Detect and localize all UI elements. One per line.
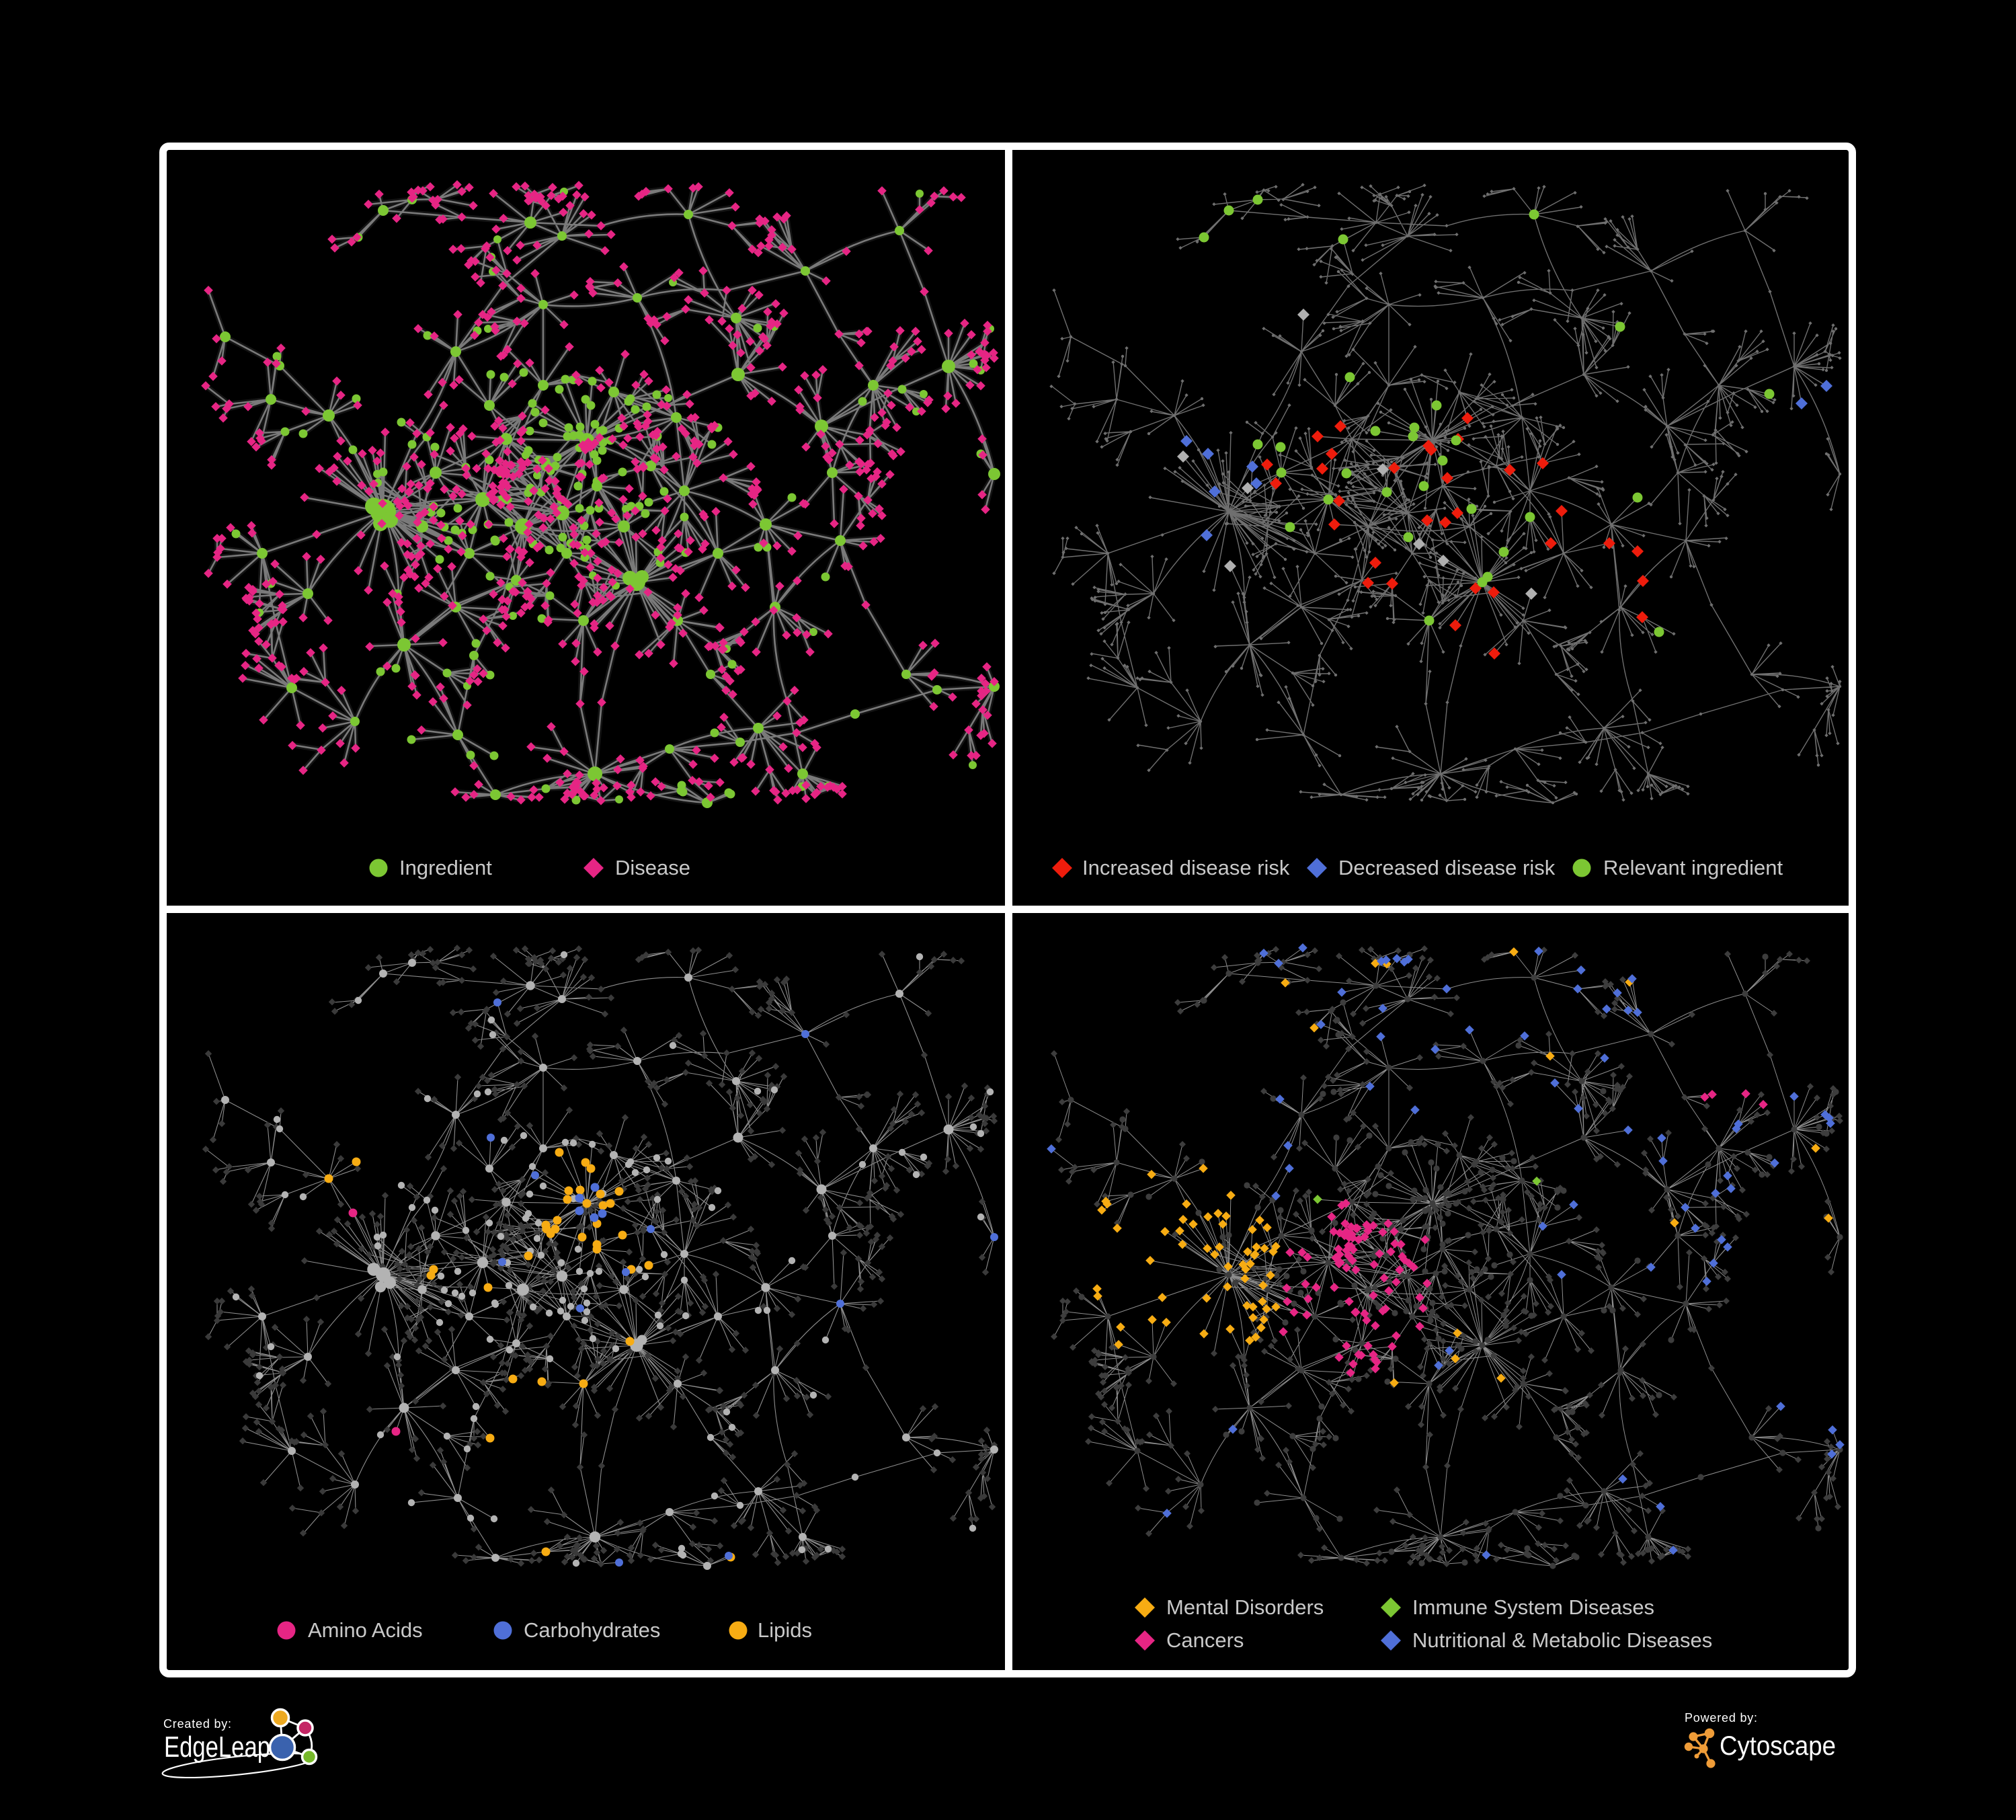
svg-text:Created by:: Created by: [163,1717,232,1731]
svg-text:Relevant ingredient: Relevant ingredient [1603,856,1783,879]
svg-text:Cytoscape: Cytoscape [1720,1731,1836,1761]
svg-text:Powered by:: Powered by: [1685,1711,1758,1725]
svg-text:Immune System Diseases: Immune System Diseases [1412,1595,1654,1619]
svg-text:Cancers: Cancers [1166,1628,1244,1652]
svg-text:Mental Disorders: Mental Disorders [1166,1595,1324,1619]
svg-text:Carbohydrates: Carbohydrates [524,1618,660,1642]
svg-text:Lipids: Lipids [758,1618,812,1642]
svg-text:Ingredient: Ingredient [399,856,492,879]
svg-text:Increased disease risk: Increased disease risk [1082,856,1290,879]
svg-text:Nutritional & Metabolic Diseas: Nutritional & Metabolic Diseases [1412,1628,1712,1652]
svg-text:Decreased disease risk: Decreased disease risk [1338,856,1556,879]
svg-text:Amino Acids: Amino Acids [308,1618,423,1642]
svg-text:EdgeLeap: EdgeLeap [164,1731,270,1764]
svg-text:Disease: Disease [615,856,690,879]
